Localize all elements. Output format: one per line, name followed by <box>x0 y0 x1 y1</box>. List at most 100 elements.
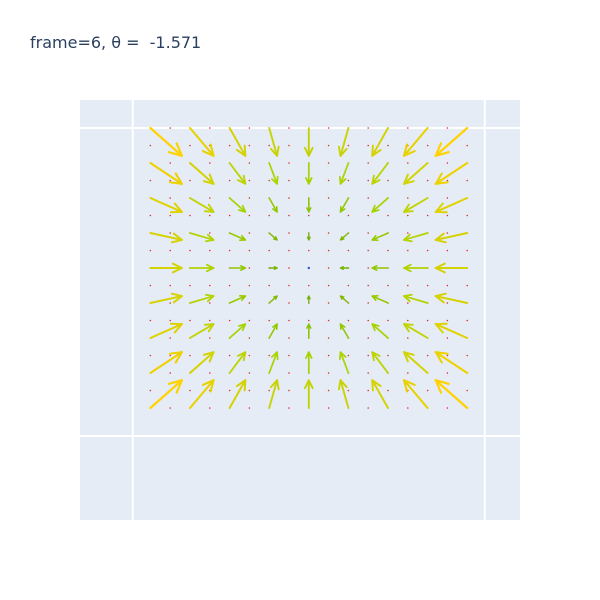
quiver-arrow <box>403 263 429 273</box>
sample-dot <box>149 354 152 357</box>
sample-dot <box>209 337 211 339</box>
sample-dot <box>367 214 370 217</box>
sample-dot <box>367 162 370 164</box>
sample-dot <box>288 179 290 182</box>
sample-dot <box>387 179 389 182</box>
sample-dot <box>228 284 231 287</box>
sample-dot <box>288 302 290 304</box>
sample-dot <box>248 127 251 129</box>
sample-dot <box>407 407 409 409</box>
sample-dot <box>387 284 389 287</box>
sample-dot <box>308 214 310 217</box>
sample-dot <box>288 389 290 392</box>
vector-arrows <box>149 126 469 410</box>
sample-dot <box>169 354 171 357</box>
quiver-arrow <box>306 295 311 304</box>
sample-dot <box>209 407 211 409</box>
quiver-arrow <box>149 262 183 274</box>
quiver-arrow <box>434 292 469 304</box>
sample-dot <box>288 319 290 322</box>
sample-dot <box>466 319 469 322</box>
sample-dot <box>367 197 370 199</box>
sample-dot <box>327 232 330 234</box>
sample-dot <box>288 354 290 357</box>
sample-dot <box>288 407 290 409</box>
quiver-arrow <box>434 322 469 340</box>
quiver-arrow <box>228 295 247 304</box>
sample-dot <box>327 372 330 374</box>
sample-dot <box>387 354 389 357</box>
quiver-arrow <box>149 322 183 340</box>
sample-dot <box>426 354 429 357</box>
sample-dot <box>248 337 251 339</box>
quiver-arrow <box>402 379 429 410</box>
quiver-arrow <box>434 379 469 410</box>
sample-dot <box>149 179 152 182</box>
quiver-arrow <box>303 379 314 409</box>
sample-dot <box>387 144 389 147</box>
quiver-arrow <box>339 351 350 374</box>
sample-dot <box>367 319 370 322</box>
sample-dot <box>407 232 409 234</box>
sample-dot <box>327 214 330 217</box>
sample-dot <box>209 214 211 217</box>
sample-dot <box>466 284 469 287</box>
sample-dot <box>407 127 409 129</box>
sample-dot <box>446 337 449 339</box>
quiver-arrow <box>189 197 215 213</box>
quiver-arrow <box>228 127 247 157</box>
sample-dot <box>466 214 469 217</box>
quiver-arrow <box>149 351 183 375</box>
quiver-arrow <box>268 162 279 185</box>
sample-dot <box>149 389 152 392</box>
sample-dot <box>446 179 449 182</box>
sample-dot <box>347 214 350 217</box>
sample-dot <box>248 407 251 409</box>
sample-dot <box>268 389 271 392</box>
sample-dot <box>228 389 231 392</box>
sample-dot <box>288 197 290 199</box>
quiver-arrow <box>306 197 312 213</box>
sample-dot <box>367 232 370 234</box>
quiver-arrow <box>434 196 469 214</box>
sample-dot <box>407 162 409 164</box>
sample-dot <box>169 407 171 409</box>
quiver-arrow <box>228 351 247 374</box>
quiver-arrow <box>403 162 429 185</box>
quiver-arrow <box>228 265 247 271</box>
sample-dot <box>446 354 449 357</box>
sample-dot <box>426 144 429 147</box>
sample-dot <box>268 249 271 252</box>
sample-dot <box>248 389 251 392</box>
sample-dot <box>446 284 449 287</box>
sample-dot <box>347 249 350 252</box>
sample-dot <box>327 284 330 287</box>
quiver-arrow <box>403 351 429 374</box>
sample-dot <box>387 319 389 322</box>
sample-dot <box>268 144 271 147</box>
sample-dot <box>169 372 171 374</box>
quiver-arrow <box>403 232 429 243</box>
sample-dot <box>248 267 251 269</box>
sample-dot <box>466 179 469 182</box>
sample-dot <box>149 144 152 147</box>
quiver-arrow <box>339 232 350 241</box>
sample-dot <box>327 389 330 392</box>
quiver-arrow <box>371 379 389 409</box>
sample-dot <box>367 179 370 182</box>
sample-dot <box>248 144 251 147</box>
sample-dot <box>189 214 191 217</box>
quiver-arrow <box>149 126 183 157</box>
quiver-arrow <box>371 295 389 304</box>
quiver-arrow <box>339 162 350 185</box>
sample-dot <box>288 214 290 217</box>
quiver-arrow <box>339 323 350 339</box>
sample-dot <box>367 354 370 357</box>
sample-dot <box>288 249 290 252</box>
sample-dot <box>446 232 449 234</box>
sample-dot <box>189 249 191 252</box>
quiver-arrow <box>228 379 247 409</box>
sample-dot <box>169 179 171 182</box>
sample-dot <box>426 319 429 322</box>
sample-dot <box>288 144 290 147</box>
